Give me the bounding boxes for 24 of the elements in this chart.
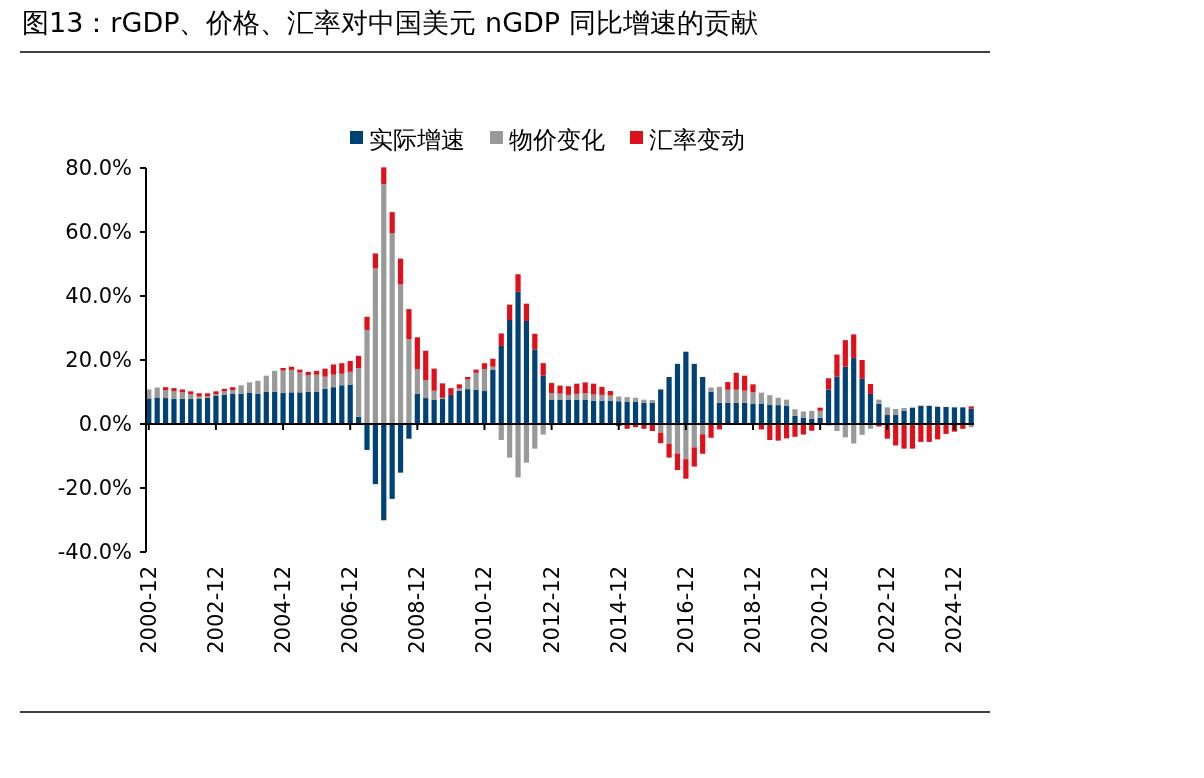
y-tick-label: -20.0% xyxy=(57,476,132,500)
y-tick-label: 80.0% xyxy=(65,156,132,180)
x-tick-label: 2018-12 xyxy=(741,566,766,654)
y-tick-label: 0.0% xyxy=(78,412,132,436)
x-tick-label: 2006-12 xyxy=(338,566,363,654)
y-tick-label: 20.0% xyxy=(65,348,132,372)
x-tick-label: 2012-12 xyxy=(539,566,564,654)
chart-title: 图13：rGDP、价格、汇率对中国美元 nGDP 同比增速的贡献 xyxy=(22,7,758,38)
x-tick-label: 2004-12 xyxy=(271,566,296,654)
x-tick-label: 2024-12 xyxy=(942,566,967,654)
y-tick-label: 40.0% xyxy=(65,284,132,308)
x-tick-label: 2002-12 xyxy=(203,566,228,654)
x-tick-label: 2014-12 xyxy=(606,566,631,654)
x-tick-label: 2000-12 xyxy=(136,566,161,654)
y-tick-label: 60.0% xyxy=(65,220,132,244)
legend-label: 汇率变动 xyxy=(649,126,745,154)
x-tick-label: 2020-12 xyxy=(808,566,833,654)
x-tick-label: 2010-12 xyxy=(472,566,497,654)
x-tick-label: 2008-12 xyxy=(405,566,430,654)
legend-label: 物价变化 xyxy=(509,126,605,154)
x-tick-label: 2022-12 xyxy=(875,566,900,654)
legend-label: 实际增速 xyxy=(369,126,465,154)
y-tick-label: -40.0% xyxy=(57,540,132,564)
x-tick-label: 2016-12 xyxy=(673,566,698,654)
